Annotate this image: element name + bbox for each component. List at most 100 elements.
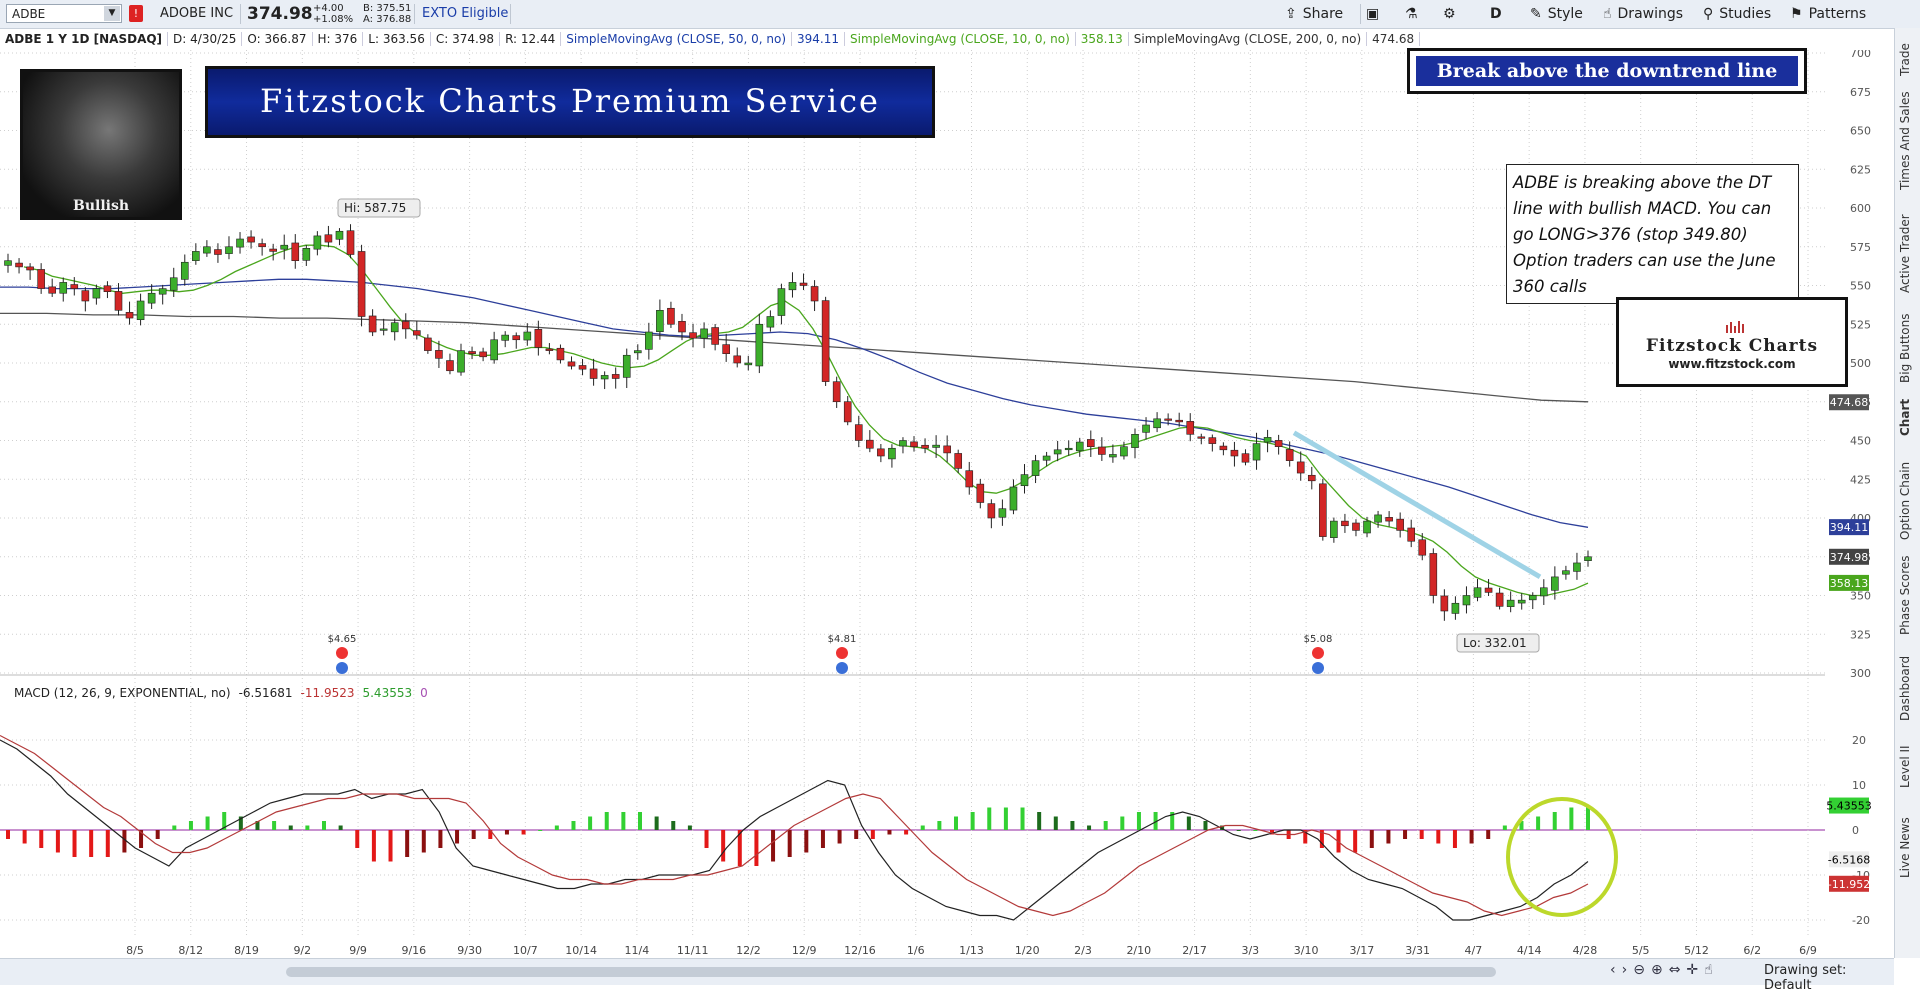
hand-icon[interactable]: ☝ — [1704, 962, 1719, 978]
macd-value-label: -6.5168 — [1828, 853, 1870, 866]
macd-histogram-bar — [222, 812, 227, 830]
tagline-box: Break above the downtrend line — [1407, 48, 1807, 94]
symbol-input[interactable]: ADBE ▼ — [6, 4, 122, 23]
macd-histogram-bar — [804, 830, 809, 853]
style-button[interactable]: ✎ Style — [1530, 0, 1583, 28]
candle-body — [589, 368, 598, 379]
tab-level-ii[interactable]: Level II — [1898, 745, 1912, 788]
candle-body — [1285, 449, 1294, 461]
zoom-in-icon[interactable]: ⊕ — [1650, 962, 1669, 978]
macd-histogram-bar — [1436, 830, 1441, 844]
dividend-label: $4.65 — [328, 634, 357, 645]
price-tick-label: 350 — [1850, 590, 1871, 603]
macd-histogram-bar — [272, 821, 277, 830]
tab-big-buttons[interactable]: Big Buttons — [1898, 313, 1912, 383]
note-line: line with bullish MACD. You can — [1513, 199, 1772, 218]
sma50-price-label: 394.11 — [1830, 521, 1869, 534]
time-tick-label: 5/12 — [1684, 944, 1709, 957]
candle-body — [700, 328, 708, 339]
candle-body — [81, 290, 90, 302]
candle-body — [1517, 599, 1526, 604]
dividend-marker-icon — [1312, 662, 1324, 674]
candle-body — [821, 300, 830, 382]
time-tick-label: 4/14 — [1517, 944, 1542, 957]
chevron-left-icon[interactable]: ‹ — [1610, 962, 1622, 978]
time-tick-label: 3/17 — [1350, 944, 1375, 957]
crosshair-icon[interactable]: ✛ — [1686, 962, 1705, 978]
macd-histogram-bar — [954, 816, 958, 830]
studies-button[interactable]: ⚲ Studies — [1703, 0, 1771, 28]
macd-histogram-bar — [1203, 821, 1208, 830]
price-chart[interactable]: 3003253503754004254504755005255505756006… — [0, 50, 1894, 958]
candle-body — [788, 282, 797, 291]
fitzstock-logo: Fitzstock Charts www.fitzstock.com — [1616, 297, 1848, 387]
drawing-set[interactable]: Drawing set: Default — [1764, 963, 1847, 993]
tab-dashboard[interactable]: Dashboard — [1898, 655, 1912, 721]
candle-body — [1551, 576, 1559, 591]
sma50-value: 394.11 — [792, 32, 845, 46]
zoom-controls[interactable]: ‹›⊖⊕⇔✛☝ — [1610, 962, 1719, 978]
high-label: Hi: 587.75 — [337, 198, 421, 218]
candle-body — [147, 292, 156, 304]
tab-option-chain[interactable]: Option Chain — [1898, 461, 1912, 540]
macd-histogram-bar — [904, 830, 909, 835]
alert-badge[interactable]: ! — [129, 5, 143, 22]
gear-icon: ⚙ — [1443, 6, 1456, 22]
settings-button[interactable]: ⚙ — [1443, 0, 1456, 28]
ohlc-date: D: 4/30/25 — [168, 32, 243, 46]
zoom-out-icon[interactable]: ⊖ — [1633, 962, 1651, 978]
price-tick-label: 300 — [1850, 667, 1871, 680]
flask-button[interactable]: ⚗ — [1405, 0, 1418, 28]
candle-body — [578, 365, 587, 370]
candle-body — [523, 331, 532, 341]
period-button[interactable]: D — [1490, 6, 1502, 22]
candle-body — [744, 362, 753, 366]
candle-body — [832, 381, 841, 403]
sma200-label[interactable]: SimpleMovingAvg (CLOSE, 200, 0, no) — [1128, 32, 1368, 46]
macd-histogram-bar — [737, 830, 742, 866]
tab-phase-scores[interactable]: Phase Scores — [1898, 555, 1912, 635]
tab-times-and-sales[interactable]: Times And Sales — [1898, 91, 1912, 190]
time-tick-label: 11/11 — [677, 944, 709, 957]
macd-histogram-bar — [488, 830, 493, 839]
ohlc-open: O: 366.87 — [242, 32, 313, 46]
tab-live-news[interactable]: Live News — [1898, 817, 1912, 878]
dividend-marker-icon — [836, 662, 848, 674]
price-change-pct: +1.08% — [313, 14, 354, 25]
chevron-right-icon[interactable]: › — [1621, 962, 1634, 978]
sma50-label[interactable]: SimpleMovingAvg (CLOSE, 50, 0, no) — [561, 32, 792, 46]
macd-histogram-bar — [1386, 830, 1391, 844]
candle-body — [1374, 514, 1382, 523]
tab-active-trader[interactable]: Active Trader — [1898, 214, 1912, 293]
macd-histogram-bar — [288, 825, 293, 830]
macd-histogram-bar — [1170, 812, 1175, 830]
macd-histogram-bar — [1020, 807, 1025, 830]
macd-histogram-bar — [687, 825, 692, 830]
patterns-button[interactable]: ⚑ Patterns — [1790, 0, 1866, 28]
divider — [240, 4, 241, 24]
macd-histogram-bar — [1220, 825, 1225, 830]
tab-chart[interactable]: Chart — [1898, 398, 1912, 436]
candle-body — [1341, 520, 1349, 527]
price-change: +4.00 — [313, 3, 344, 14]
grid-button[interactable]: ▣ — [1366, 0, 1379, 28]
macd-header-value: -11.9523 — [301, 686, 355, 700]
candle-body — [733, 355, 742, 364]
study-header: ADBE 1 Y 1D [NASDAQ] D: 4/30/25 O: 366.87 H… — [0, 29, 1421, 49]
tab-trade[interactable]: Trade — [1898, 43, 1912, 76]
chevron-down-icon[interactable]: ▼ — [104, 6, 120, 21]
candle-body — [468, 351, 476, 355]
horizontal-scrollbar[interactable] — [286, 967, 1496, 977]
macd-histogram-bar — [6, 830, 10, 839]
sma10-label[interactable]: SimpleMovingAvg (CLOSE, 10, 0, no) — [845, 32, 1076, 46]
time-tick-label: 8/12 — [178, 944, 203, 957]
share-button[interactable]: ⇪ Share — [1285, 0, 1343, 28]
share-label: Share — [1302, 6, 1344, 22]
fit-icon[interactable]: ⇔ — [1668, 962, 1687, 978]
macd-histogram-bar — [139, 830, 144, 848]
low-label: Lo: 332.01 — [1456, 633, 1540, 653]
macd-histogram-bar — [155, 830, 160, 839]
drawings-button[interactable]: ☝ Drawings — [1603, 0, 1683, 28]
macd-histogram-bar — [820, 830, 825, 848]
exto-eligible[interactable]: EXTO Eligible — [422, 6, 509, 21]
